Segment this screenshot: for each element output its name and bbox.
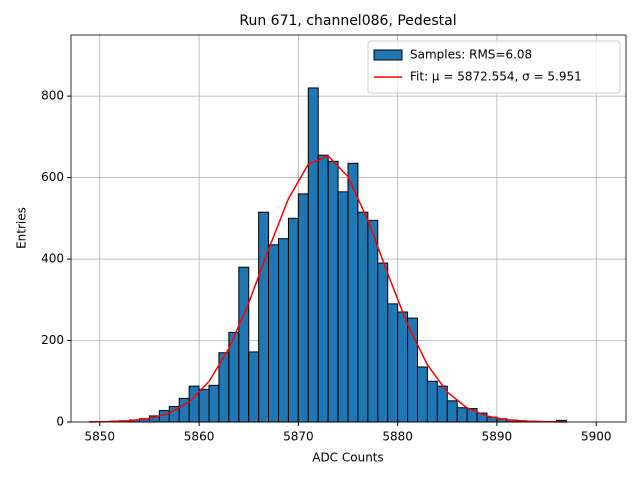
histogram-bar bbox=[347, 162, 359, 423]
histogram-bar bbox=[426, 380, 438, 423]
legend-label: Fit: μ = 5872.554, σ = 5.951 bbox=[410, 70, 582, 84]
histogram-bar bbox=[297, 193, 309, 423]
plot-frame bbox=[70, 34, 627, 423]
histogram-bar bbox=[287, 217, 299, 423]
x-tick-label: 5870 bbox=[283, 430, 314, 444]
histogram-bar bbox=[397, 311, 409, 423]
histogram-bar bbox=[387, 303, 399, 423]
histogram-bar bbox=[178, 397, 190, 423]
histogram-bar bbox=[367, 219, 379, 423]
histogram-bar bbox=[188, 385, 200, 423]
fit-line bbox=[89, 155, 567, 423]
histogram-bar bbox=[278, 238, 289, 423]
legend: Samples: RMS=6.08 Fit: μ = 5872.554, σ = … bbox=[367, 40, 621, 94]
y-tick-label: 800 bbox=[41, 89, 64, 103]
y-tick-label: 200 bbox=[41, 333, 64, 347]
legend-box bbox=[367, 40, 621, 94]
histogram-bar bbox=[307, 87, 319, 423]
histogram-bar bbox=[208, 384, 220, 423]
histogram-bar bbox=[357, 211, 369, 423]
y-tick-label: 0 bbox=[56, 415, 64, 429]
legend-label: Samples: RMS=6.08 bbox=[410, 48, 532, 62]
histogram-bar bbox=[268, 244, 280, 423]
histogram-bar bbox=[327, 160, 339, 423]
x-tick-label: 5860 bbox=[184, 430, 215, 444]
chart-title: Run 671, channel086, Pedestal bbox=[239, 13, 456, 29]
x-tick-label: 5850 bbox=[85, 430, 116, 444]
histogram-bar bbox=[377, 262, 389, 423]
legend-swatch bbox=[373, 49, 403, 61]
histogram-bar bbox=[417, 366, 428, 423]
histogram-bar bbox=[158, 410, 170, 423]
histogram-bar bbox=[317, 154, 329, 423]
x-axis-label: ADC Counts bbox=[312, 451, 384, 465]
histogram-bar bbox=[198, 388, 210, 423]
histogram-bar bbox=[337, 191, 349, 423]
x-tick-label: 5900 bbox=[581, 430, 612, 444]
histogram-bar bbox=[248, 351, 260, 423]
y-tick-label: 600 bbox=[41, 170, 64, 184]
histogram-bar bbox=[238, 266, 250, 423]
histogram-bar bbox=[456, 407, 468, 423]
y-tick-label: 400 bbox=[41, 252, 64, 266]
histogram-bar bbox=[446, 400, 458, 423]
histogram-bar bbox=[436, 385, 448, 423]
x-tick-label: 5880 bbox=[382, 430, 413, 444]
histogram-bar bbox=[258, 211, 270, 423]
y-axis-label: Entries bbox=[15, 207, 29, 249]
x-tick-label: 5890 bbox=[482, 430, 513, 444]
